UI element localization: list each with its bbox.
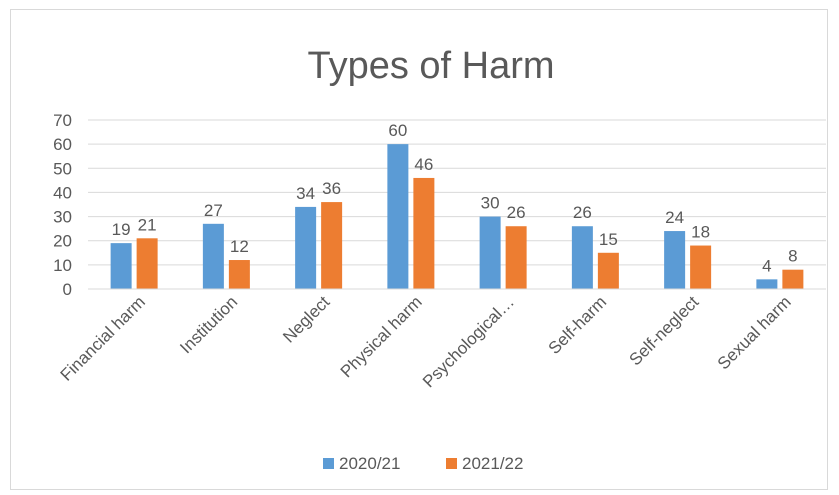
legend: 2020/21 2021/22: [323, 454, 523, 473]
data-label: 12: [230, 237, 249, 256]
bar: [136, 238, 158, 289]
data-label: 15: [599, 230, 618, 249]
y-tick-label: 50: [53, 159, 72, 178]
y-tick-label: 20: [53, 232, 72, 251]
bar: [228, 260, 250, 289]
data-label: 60: [388, 121, 407, 140]
x-tick-label: Financial harm: [57, 292, 149, 384]
data-label: 4: [762, 256, 771, 275]
data-label: 30: [481, 194, 500, 213]
y-tick-label: 10: [53, 256, 72, 275]
data-label: 18: [691, 223, 710, 242]
bars: [110, 144, 804, 289]
bar: [321, 202, 343, 289]
data-label: 27: [204, 201, 223, 220]
y-tick-label: 60: [53, 135, 72, 154]
bar: [756, 279, 778, 289]
y-axis: 0 10 20 30 40 50 60 70: [53, 111, 72, 299]
x-tick-label: Neglect: [279, 292, 333, 346]
bar: [387, 144, 409, 289]
x-tick-label: Psychological…: [419, 292, 518, 391]
x-tick-label: Self-neglect: [626, 292, 703, 369]
y-tick-label: 70: [53, 111, 72, 130]
x-tick-label: Institution: [176, 292, 241, 357]
data-labels: 19 21 27 12 34 36 60 46 30 26 26 15 24 18 48: [112, 121, 798, 275]
x-tick-label: Physical harm: [337, 292, 426, 381]
bar: [505, 226, 527, 289]
bar: [782, 269, 804, 289]
bar: [110, 243, 132, 289]
x-axis: Financial harm Institution Neglect Physical…: [57, 288, 826, 391]
data-label: 34: [296, 184, 315, 203]
bar: [413, 177, 435, 289]
bar: [690, 245, 712, 289]
legend-swatch: [446, 458, 457, 469]
x-tick-label: Self-harm: [545, 292, 611, 358]
data-label: 21: [138, 215, 157, 234]
legend-swatch: [323, 458, 334, 469]
y-tick-label: 40: [53, 183, 72, 202]
gridlines: [88, 119, 826, 290]
y-tick-label: 0: [63, 280, 72, 299]
data-label: 26: [573, 203, 592, 222]
data-label: 24: [665, 208, 684, 227]
data-label: 46: [414, 155, 433, 174]
x-tick-label: Sexual harm: [714, 292, 795, 373]
bar: [664, 231, 686, 289]
y-tick-label: 30: [53, 208, 72, 227]
bar: [479, 216, 501, 289]
bar: [202, 223, 224, 289]
bar: [295, 206, 317, 289]
bar: [571, 226, 593, 289]
legend-label: 2020/21: [339, 454, 400, 473]
data-label: 19: [112, 220, 131, 239]
data-label: 26: [507, 203, 526, 222]
bar: [597, 252, 619, 289]
data-label: 36: [322, 179, 341, 198]
legend-label: 2021/22: [462, 454, 523, 473]
data-label: 8: [788, 247, 797, 266]
chart-title: Types of Harm: [307, 45, 554, 87]
